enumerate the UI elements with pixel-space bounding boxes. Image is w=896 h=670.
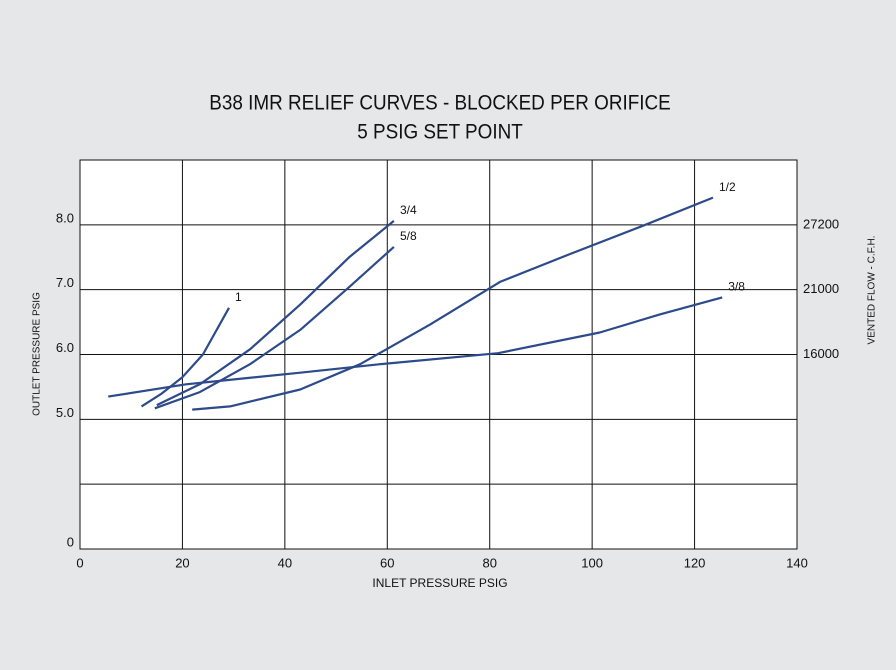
x-tick-label: 140 xyxy=(786,555,808,570)
x-tick-label: 40 xyxy=(278,555,292,570)
chart-title: B38 IMR RELIEF CURVES - BLOCKED PER ORIF… xyxy=(209,92,671,115)
series-label: 3/8 xyxy=(728,280,745,294)
y2-tick-label: 21000 xyxy=(803,281,839,296)
y-tick-label: 5.0 xyxy=(56,405,74,420)
series-label: 1 xyxy=(235,290,242,304)
y2-axis-label: VENTED FLOW - C.F.H. xyxy=(867,236,878,345)
x-tick-label: 0 xyxy=(76,555,83,570)
series-label: 5/8 xyxy=(400,229,417,243)
series-line xyxy=(108,296,723,398)
series-line xyxy=(154,246,395,410)
series-line xyxy=(192,196,714,411)
series-line xyxy=(140,307,230,408)
y-axis-label: OUTLET PRESSURE PSIG xyxy=(32,292,43,416)
x-tick-label: 20 xyxy=(175,555,189,570)
plot-frame xyxy=(79,159,798,550)
series-label: 1/2 xyxy=(719,180,736,194)
x-tick-label: 100 xyxy=(581,555,603,570)
series-line xyxy=(156,220,395,407)
x-axis-label: INLET PRESSURE PSIG xyxy=(372,576,507,590)
y2-tick-label: 16000 xyxy=(803,346,839,361)
y2-tick-label: 27200 xyxy=(803,216,839,231)
y-tick-label: 7.0 xyxy=(56,275,74,290)
x-tick-label: 60 xyxy=(380,555,394,570)
series-label: 3/4 xyxy=(400,203,417,217)
y-tick-label: 8.0 xyxy=(56,210,74,225)
x-tick-label: 120 xyxy=(684,555,706,570)
x-tick-label: 80 xyxy=(482,555,496,570)
y-tick-label: 0 xyxy=(67,534,74,549)
y-tick-label: 6.0 xyxy=(56,340,74,355)
chart-subtitle: 5 PSIG SET POINT xyxy=(357,121,523,144)
